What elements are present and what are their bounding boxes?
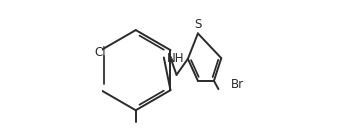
Text: S: S [194,18,202,31]
Text: NH: NH [167,52,185,65]
Text: Br: Br [231,78,244,91]
Text: Cl: Cl [94,46,106,59]
